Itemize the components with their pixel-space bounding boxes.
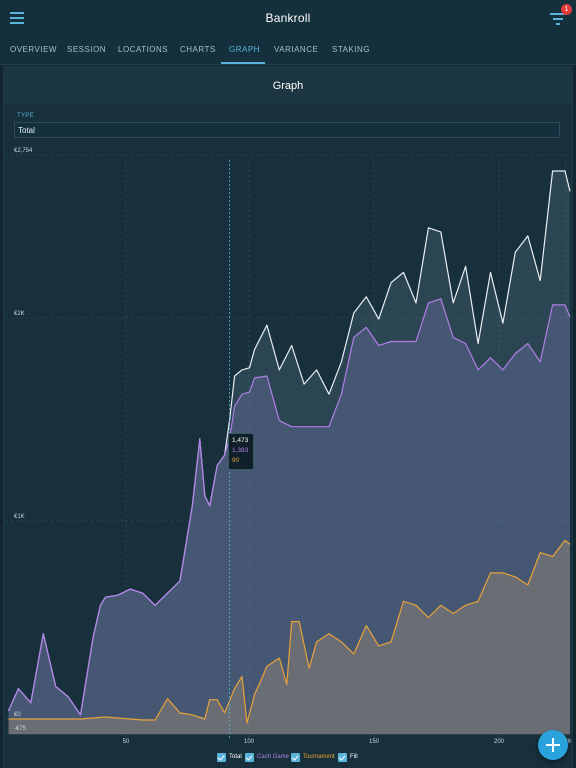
tab-bar: OVERVIEW SESSION LOCATIONS CHARTS GRAPH … <box>0 38 576 65</box>
tooltip-total: 1,473 <box>232 437 249 444</box>
chart-panel <box>5 104 571 768</box>
y-tick-label: €0 <box>14 712 21 718</box>
legend-total-label: Total <box>229 754 242 760</box>
legend-fill-label: Fill <box>350 754 358 760</box>
legend-tournament-label: Tournament <box>303 754 335 760</box>
checkbox-icon[interactable] <box>291 753 300 762</box>
notification-badge: 1 <box>561 4 572 15</box>
x-tick-label: 150 <box>369 739 380 745</box>
series-line-tournament <box>8 539 571 724</box>
y-tick-label: €2K <box>14 311 25 317</box>
checkbox-icon[interactable] <box>245 753 254 762</box>
chart-grid <box>6 154 571 740</box>
series-fill-cash-game <box>8 298 570 735</box>
tab-charts[interactable]: CHARTS <box>180 45 216 54</box>
active-tab-indicator <box>221 62 265 64</box>
page-title: Bankroll <box>265 11 311 25</box>
y-tick-label: €2,754 <box>14 148 33 154</box>
card-title: Graph <box>272 80 304 92</box>
legend-cash-game-label: Cash Game <box>257 754 290 760</box>
x-tick-label: 50 <box>123 739 130 745</box>
tooltip-cash: 1,383 <box>232 447 249 454</box>
chart-tooltip: 1,473 1,383 90 <box>228 433 254 470</box>
checkbox-icon[interactable] <box>217 753 226 762</box>
tab-variance[interactable]: VARIANCE <box>274 45 319 54</box>
x-tick-label: 200 <box>494 739 505 745</box>
type-select[interactable]: Total <box>14 122 560 138</box>
add-session-button[interactable] <box>538 730 568 760</box>
tab-overview[interactable]: OVERVIEW <box>10 45 57 54</box>
tab-graph[interactable]: GRAPH <box>229 45 260 54</box>
series-fill-tournament <box>8 540 570 735</box>
tooltip-tournament: 90 <box>232 457 240 464</box>
menu-icon[interactable] <box>10 12 24 24</box>
x-tick-label: 100 <box>244 739 255 745</box>
tab-staking[interactable]: STAKING <box>332 45 371 54</box>
tab-locations[interactable]: LOCATIONS <box>118 45 169 54</box>
y-tick-label: -€75 <box>14 726 27 732</box>
checkbox-icon[interactable] <box>338 753 347 762</box>
series-fill-total <box>8 171 570 735</box>
y-tick-label: €1K <box>14 514 25 520</box>
filter-icon[interactable] <box>550 12 566 26</box>
series-line-cash-game <box>7 298 571 716</box>
type-select-value: Total <box>18 126 35 135</box>
tab-session[interactable]: SESSION <box>67 45 107 54</box>
top-app-bar: Bankroll 1 <box>0 0 576 38</box>
type-label: TYPE <box>17 113 34 119</box>
